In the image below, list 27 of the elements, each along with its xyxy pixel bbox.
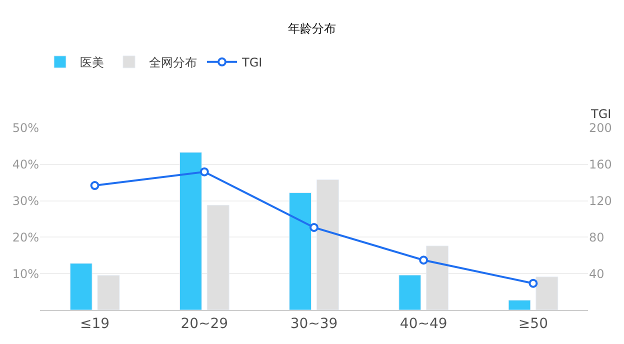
point	[419, 256, 428, 265]
y-tick-label: 20%	[12, 230, 39, 244]
legend-label: 全网分布	[149, 56, 197, 70]
y2-tick-label: 160	[589, 158, 612, 172]
y2-tick-label: 200	[589, 121, 612, 136]
legend-label: TGI	[241, 56, 262, 70]
y2-tick-label: 80	[589, 230, 604, 244]
x-tick-label: ≥50	[518, 316, 548, 332]
x-tick-label: 40~49	[400, 316, 448, 332]
x-tick-label: 30~39	[290, 316, 338, 332]
legend-label: 医美	[80, 56, 104, 70]
y2-tick-label: 40	[589, 266, 604, 281]
y-tick-label: 40%	[12, 158, 39, 172]
point	[200, 167, 209, 176]
point	[310, 222, 318, 232]
point	[528, 278, 538, 288]
point	[90, 181, 100, 190]
y-tick-label: 10%	[12, 266, 39, 281]
y2-axis-title: TGI	[590, 107, 612, 121]
bar	[508, 300, 531, 310]
y-tick-label: 30%	[12, 194, 39, 208]
bar	[536, 276, 558, 310]
y2-tick-label: 120	[589, 194, 612, 208]
x-tick-label: ≤19	[80, 316, 110, 332]
x-tick-label: 20~29	[180, 316, 228, 332]
chart-title: 年龄分布	[288, 21, 336, 36]
y-tick-label: 50%	[12, 121, 39, 136]
